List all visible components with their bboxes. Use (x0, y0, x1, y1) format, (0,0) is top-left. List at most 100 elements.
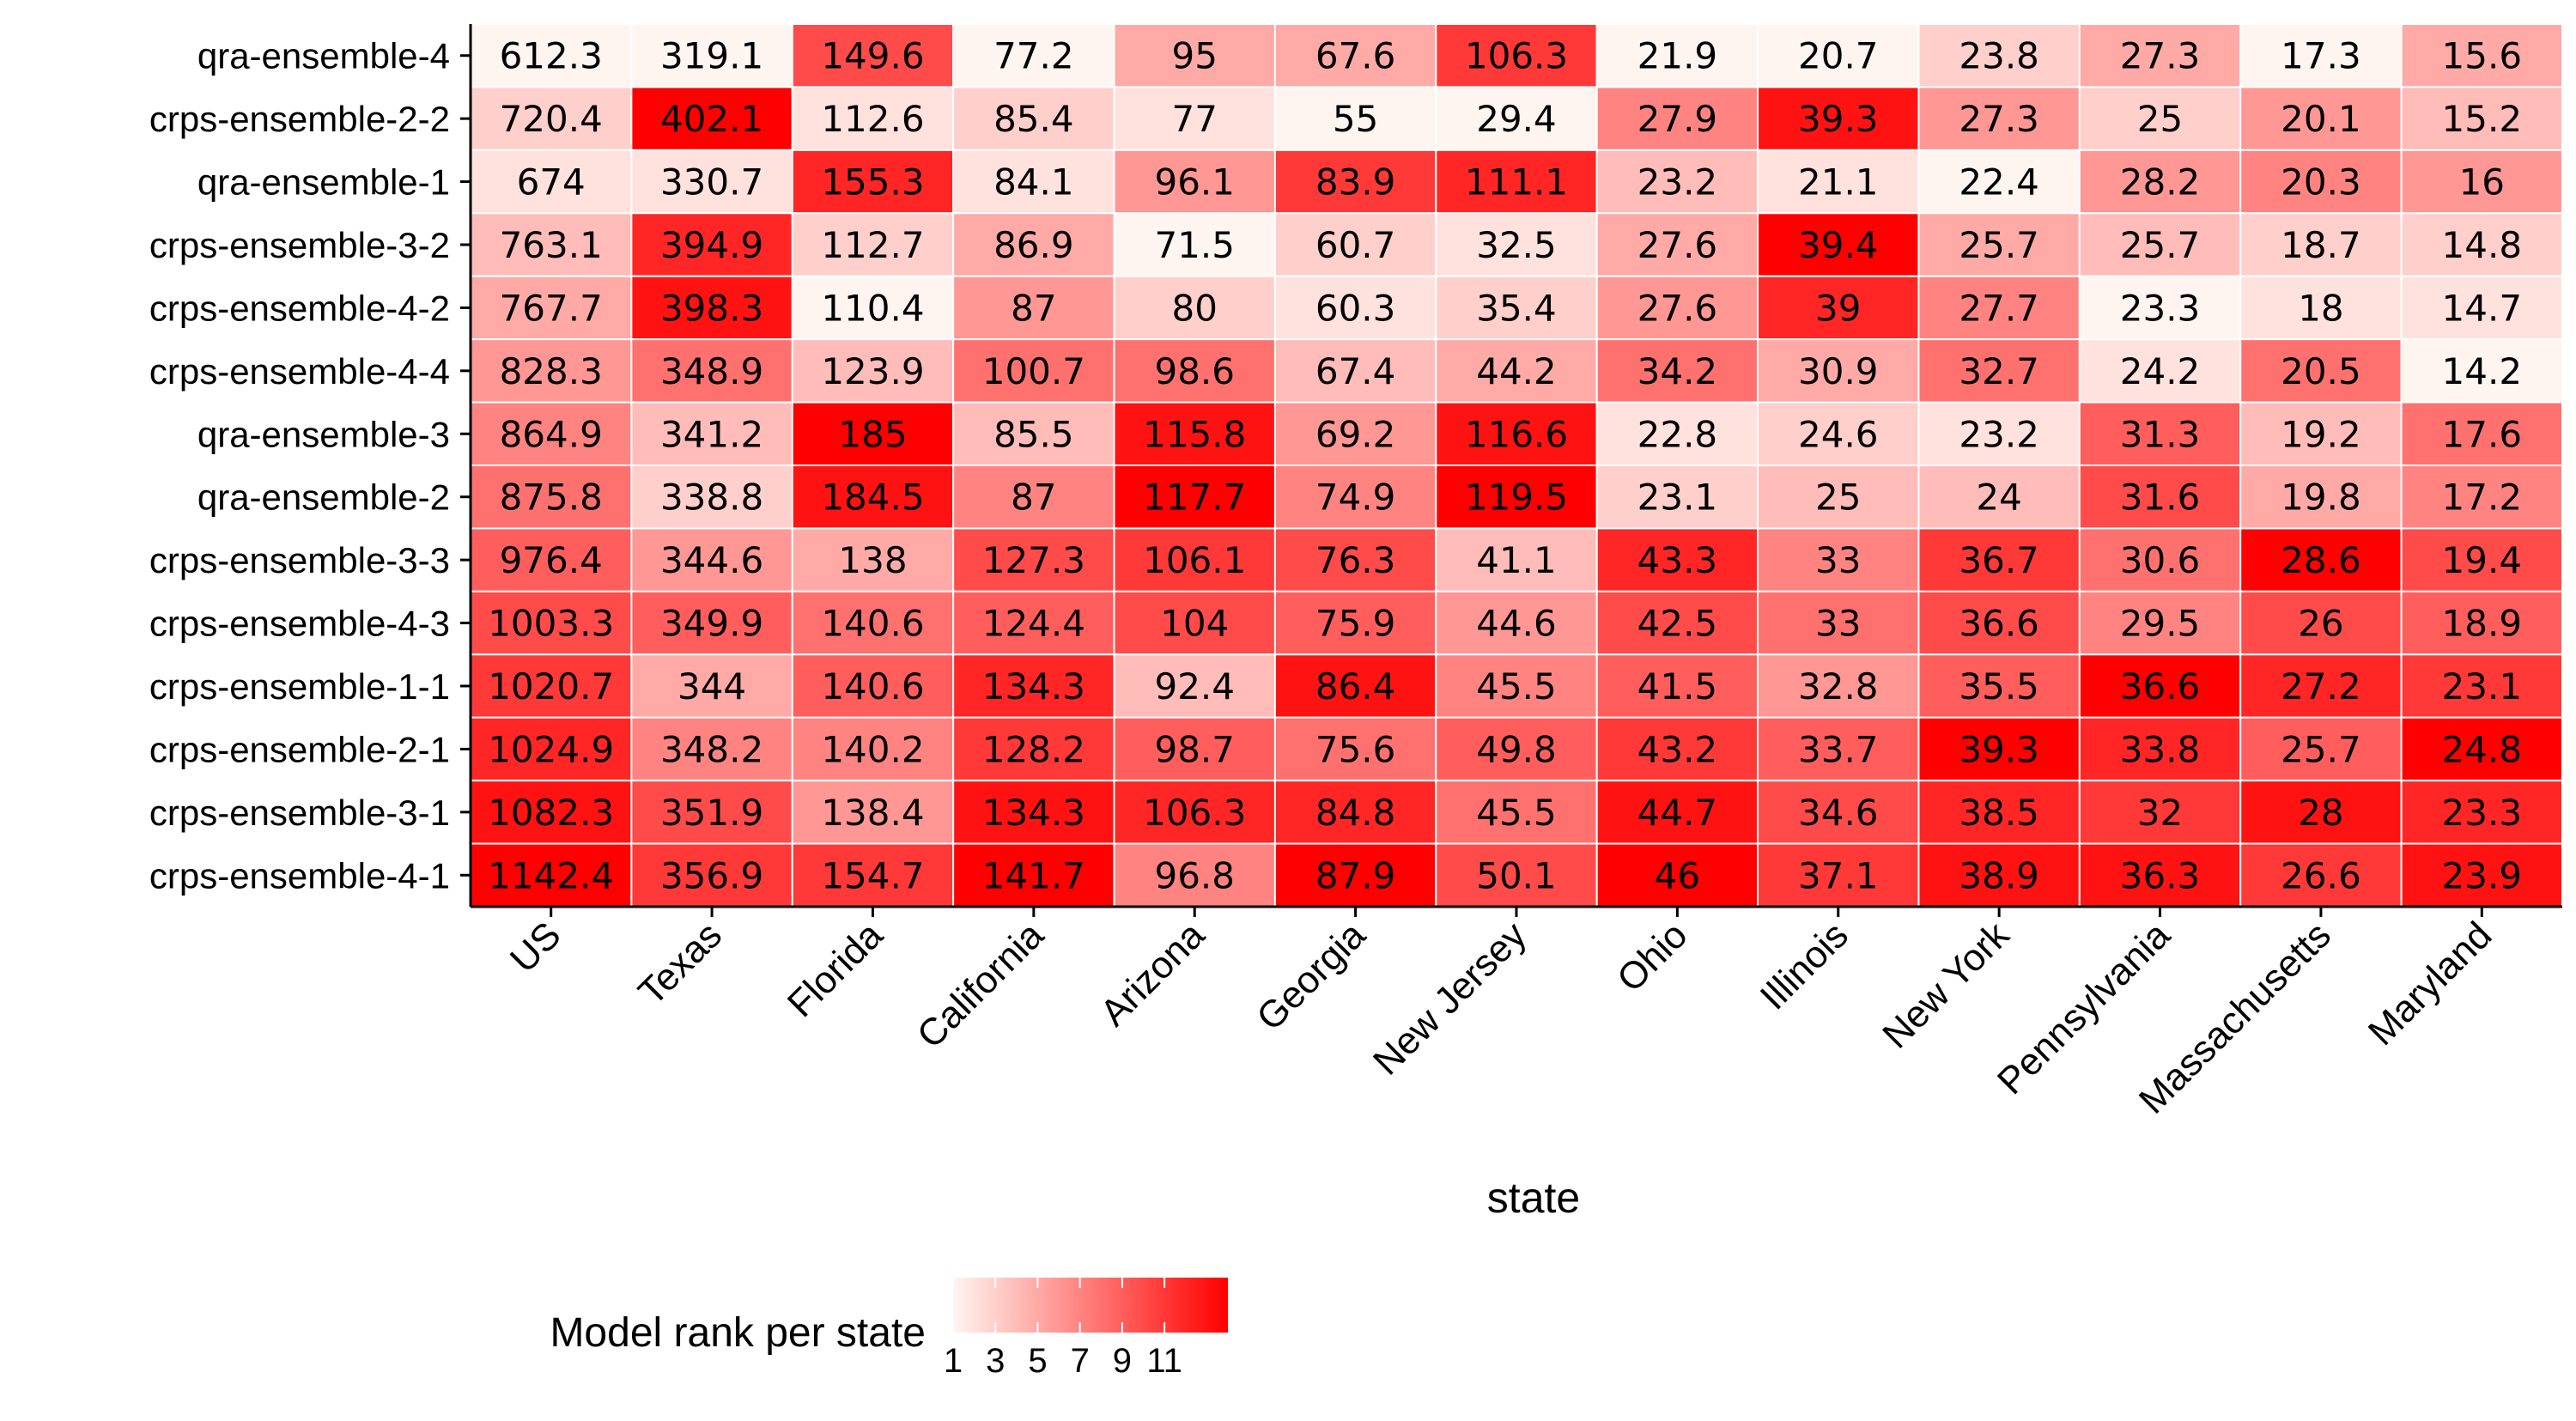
heatmap-cell-qra-ensemble-1-texas (630, 149, 793, 215)
heatmap-cell-crps-ensemble-3-3-georgia (1273, 527, 1437, 592)
heatmap-cell-crps-ensemble-4-4-us (470, 338, 633, 404)
heatmap-cell-crps-ensemble-2-1-arizona (1113, 716, 1276, 782)
cell-value-label: 1020.7 (488, 665, 614, 707)
y-tick-label: crps-ensemble-4-1 (149, 855, 450, 896)
heatmap-cell-crps-ensemble-2-2-massachusetts (2239, 86, 2403, 151)
heatmap-cell-crps-ensemble-4-3-california (952, 590, 1115, 656)
heatmap-cell-crps-ensemble-4-2-massachusetts (2239, 275, 2403, 341)
cell-value-label: 67.4 (1315, 350, 1396, 392)
heatmap-cell-crps-ensemble-3-1-maryland (2400, 780, 2564, 845)
cell-value-label: 976.4 (500, 539, 603, 581)
cell-value-label: 20.3 (2281, 161, 2361, 203)
cell-value-label: 86.9 (993, 224, 1074, 266)
cell-value-label: 87.9 (1315, 854, 1396, 896)
heatmap-cells (470, 23, 2564, 908)
heatmap-cell-crps-ensemble-3-2-us (470, 212, 633, 277)
cell-value-label: 44.7 (1637, 792, 1718, 834)
cell-value-label: 41.5 (1637, 665, 1718, 707)
cell-value-label: 19.4 (2442, 539, 2523, 581)
heatmap-cell-crps-ensemble-2-1-pennsylvania (2078, 716, 2242, 782)
cell-value-label: 119.5 (1465, 477, 1568, 519)
cell-value-label: 112.7 (821, 224, 924, 266)
cell-value-label: 140.6 (821, 665, 924, 707)
cell-value-label: 39.3 (1959, 728, 2039, 770)
cell-value-label: 23.3 (2442, 792, 2523, 834)
heatmap-cell-crps-ensemble-4-4-maryland (2400, 338, 2564, 404)
y-tick-label: crps-ensemble-2-1 (149, 729, 450, 769)
cell-value-label: 34.6 (1798, 792, 1879, 834)
cell-value-label: 41.1 (1476, 539, 1557, 581)
cell-value-label: 140.2 (821, 728, 924, 770)
heatmap-cell-crps-ensemble-4-4-illinois (1757, 338, 1920, 404)
cell-value-label: 60.7 (1315, 224, 1396, 266)
cell-value-label: 104 (1160, 603, 1229, 645)
cell-value-label: 36.3 (2120, 854, 2201, 896)
heatmap-cell-crps-ensemble-4-3-illinois (1757, 590, 1920, 656)
cell-value-label: 95 (1172, 35, 1218, 77)
cell-value-label: 319.1 (660, 35, 763, 77)
cell-value-label: 38.9 (1959, 854, 2039, 896)
cell-value-label: 344 (677, 665, 746, 707)
cell-value-label: 185 (838, 413, 907, 455)
heatmap-cell-qra-ensemble-3-pennsylvania (2078, 401, 2242, 467)
cell-value-label: 184.5 (821, 477, 924, 519)
cell-value-label: 27.3 (1959, 98, 2039, 140)
heatmap-cell-crps-ensemble-3-3-florida (791, 527, 955, 592)
heatmap-cell-qra-ensemble-4-ohio (1595, 23, 1759, 88)
heatmap-cell-crps-ensemble-4-3-massachusetts (2239, 590, 2403, 656)
heatmap-cell-crps-ensemble-4-2-maryland (2400, 275, 2564, 341)
x-tick-label: US (502, 914, 569, 981)
cell-value-label: 100.7 (982, 350, 1085, 392)
cell-value-label: 26.6 (2281, 854, 2361, 896)
heatmap-cell-qra-ensemble-3-illinois (1757, 401, 1920, 467)
cell-value-label: 767.7 (500, 287, 603, 329)
cell-value-label: 44.6 (1476, 603, 1557, 645)
y-tick-label: crps-ensemble-1-1 (149, 666, 450, 707)
heatmap-cell-crps-ensemble-2-2-florida (791, 86, 955, 151)
cell-value-label: 23.2 (1959, 413, 2039, 455)
y-tick-label: qra-ensemble-1 (197, 162, 450, 203)
heatmap-cell-crps-ensemble-4-4-arizona (1113, 338, 1276, 404)
cell-value-label: 348.9 (660, 350, 763, 392)
x-tick-label: Maryland (2360, 914, 2500, 1054)
cell-value-label: 45.5 (1476, 665, 1557, 707)
heatmap-cell-crps-ensemble-1-1-texas (630, 653, 793, 719)
cell-value-label: 141.7 (982, 854, 1085, 896)
heatmap-cell-crps-ensemble-2-1-massachusetts (2239, 716, 2403, 782)
legend-ticks: 1 3 5 7 9 11 (944, 1278, 1182, 1380)
cell-value-label: 50.1 (1476, 854, 1557, 896)
cell-value-label: 763.1 (500, 224, 603, 266)
heatmap-cell-crps-ensemble-2-1-georgia (1273, 716, 1437, 782)
heatmap-cell-qra-ensemble-4-georgia (1273, 23, 1437, 88)
cell-value-label: 69.2 (1315, 413, 1396, 455)
cell-value-label: 28 (2298, 792, 2343, 834)
cell-value-label: 674 (517, 161, 586, 203)
cell-value-label: 106.3 (1143, 792, 1246, 834)
x-tick-label: California (909, 914, 1052, 1056)
cell-value-label: 20.7 (1798, 35, 1879, 77)
cell-value-label: 34.2 (1637, 350, 1718, 392)
heatmap-cell-crps-ensemble-2-2-california (952, 86, 1115, 151)
cell-value-label: 24.8 (2442, 728, 2523, 770)
heatmap-cell-crps-ensemble-2-2-arizona (1113, 86, 1276, 151)
cell-value-label: 1142.4 (488, 854, 614, 896)
cell-value-label: 46 (1655, 854, 1700, 896)
cell-value-label: 33.7 (1798, 728, 1879, 770)
cell-value-label: 117.7 (1143, 477, 1246, 519)
heatmap-cell-crps-ensemble-4-2-california (952, 275, 1115, 341)
heatmap-cell-qra-ensemble-2-pennsylvania (2078, 465, 2242, 530)
cell-value-label: 864.9 (500, 413, 603, 455)
heatmap-cell-crps-ensemble-4-3-florida (791, 590, 955, 656)
heatmap-cell-crps-ensemble-3-1-us (470, 780, 633, 845)
cell-value-label: 24 (1976, 477, 2021, 519)
cell-value-label: 83.9 (1315, 161, 1396, 203)
cell-value-label: 74.9 (1315, 477, 1396, 519)
cell-value-label: 27.2 (2281, 665, 2361, 707)
cell-value-label: 32.8 (1798, 665, 1879, 707)
cell-value-label: 85.4 (993, 98, 1074, 140)
heatmap-cell-qra-ensemble-3-arizona (1113, 401, 1276, 467)
heatmap-cell-qra-ensemble-2-illinois (1757, 465, 1920, 530)
x-tick-label: New York (1874, 914, 2018, 1057)
heatmap-cell-crps-ensemble-3-1-georgia (1273, 780, 1437, 845)
heatmap-cell-crps-ensemble-4-1-new-jersey (1435, 842, 1598, 908)
